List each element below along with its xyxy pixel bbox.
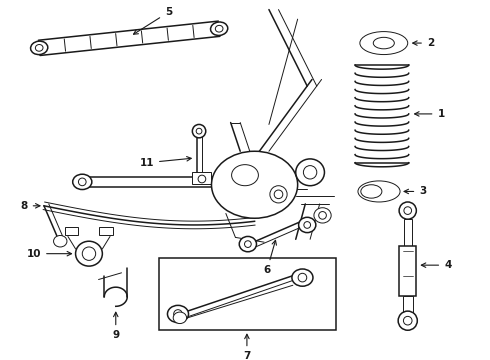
Text: 2: 2 [413, 38, 434, 48]
Ellipse shape [361, 185, 382, 198]
Ellipse shape [399, 202, 416, 219]
Bar [193, 172, 212, 184]
Ellipse shape [314, 208, 331, 223]
Ellipse shape [173, 312, 187, 324]
Text: 3: 3 [404, 186, 426, 197]
Ellipse shape [173, 310, 182, 318]
Bar [399, 246, 416, 296]
Ellipse shape [245, 241, 251, 247]
Ellipse shape [82, 247, 96, 260]
Ellipse shape [30, 41, 48, 55]
Text: 8: 8 [21, 201, 40, 211]
Ellipse shape [232, 165, 258, 186]
Ellipse shape [298, 273, 307, 282]
Ellipse shape [398, 311, 417, 330]
Ellipse shape [196, 128, 202, 134]
Text: 11: 11 [140, 157, 191, 168]
Ellipse shape [298, 217, 316, 233]
Ellipse shape [198, 175, 206, 183]
Ellipse shape [274, 190, 283, 199]
Ellipse shape [404, 207, 412, 215]
Ellipse shape [304, 222, 311, 228]
Ellipse shape [360, 32, 408, 55]
Bar [99, 227, 113, 234]
Ellipse shape [373, 37, 394, 49]
Ellipse shape [318, 212, 326, 219]
Ellipse shape [403, 316, 412, 325]
Text: 4: 4 [421, 260, 451, 270]
Text: 1: 1 [415, 109, 444, 119]
Text: 9: 9 [112, 312, 120, 340]
Ellipse shape [270, 186, 287, 203]
Ellipse shape [358, 181, 400, 202]
Text: 5: 5 [134, 7, 172, 34]
Ellipse shape [239, 237, 256, 252]
Bar [403, 296, 413, 317]
Ellipse shape [292, 269, 313, 286]
Ellipse shape [303, 166, 317, 179]
Bar [65, 227, 78, 234]
Ellipse shape [73, 174, 92, 189]
Ellipse shape [168, 305, 189, 323]
Ellipse shape [35, 45, 43, 51]
Ellipse shape [75, 241, 102, 266]
Bar [404, 219, 412, 246]
Bar [159, 258, 336, 330]
Ellipse shape [78, 178, 86, 186]
Text: 6: 6 [264, 240, 276, 275]
Ellipse shape [53, 235, 67, 247]
Ellipse shape [296, 159, 324, 186]
Ellipse shape [212, 151, 297, 218]
Text: 7: 7 [243, 334, 250, 360]
Text: 10: 10 [26, 249, 72, 259]
Ellipse shape [215, 25, 223, 32]
Ellipse shape [193, 125, 206, 138]
Ellipse shape [211, 22, 228, 35]
